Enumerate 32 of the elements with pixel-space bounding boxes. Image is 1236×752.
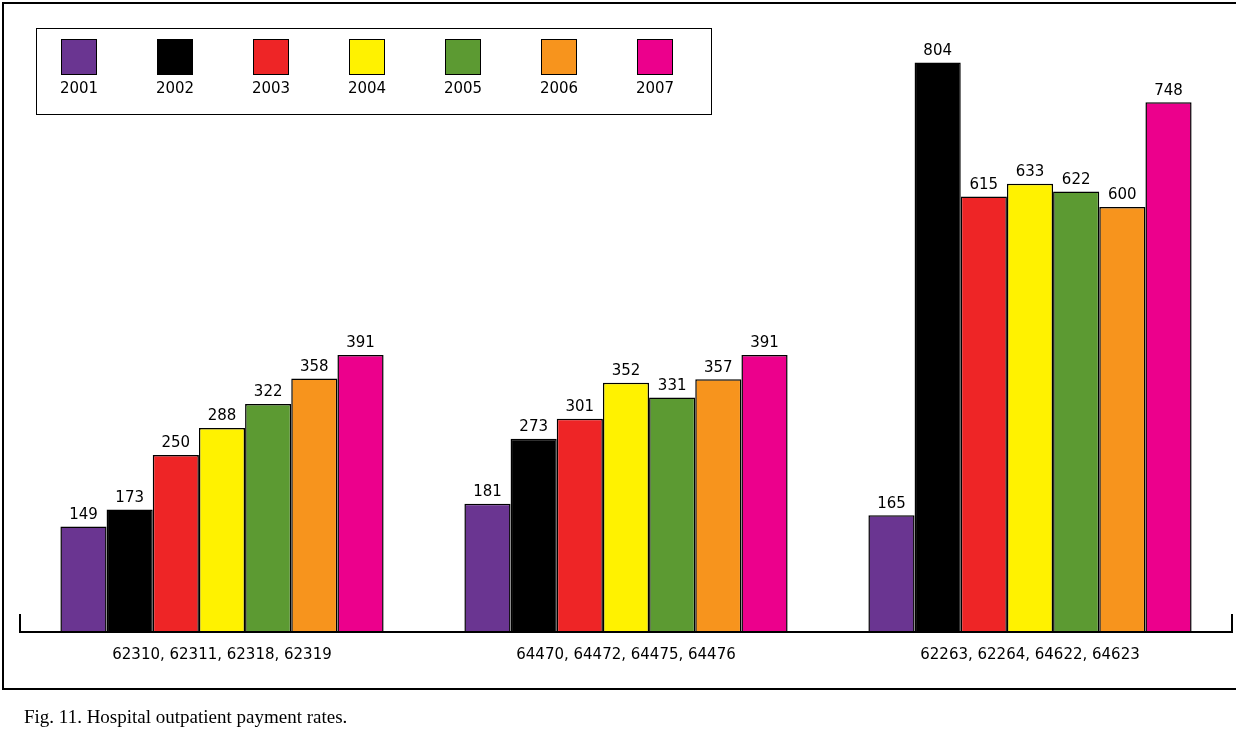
data-label: 301	[565, 397, 595, 416]
data-label: 165	[877, 493, 906, 512]
data-label: 322	[253, 382, 283, 401]
caption: Fig. 11. Hospital outpatient payment rates.	[24, 706, 348, 728]
data-label: 288	[207, 406, 237, 425]
legend-label: 2006	[539, 79, 579, 97]
data-label: 357	[704, 357, 733, 376]
data-label: 250	[161, 433, 191, 452]
data-label: 391	[750, 333, 779, 352]
legend-label: 2002	[155, 79, 195, 97]
data-label: 331	[657, 375, 687, 394]
data-label: 600	[1108, 185, 1137, 204]
x-tick-label: 62263, 62264, 64622, 64623	[920, 644, 1140, 663]
data-label: 804	[923, 40, 952, 59]
legend-label: 2005	[443, 79, 483, 97]
data-label: 358	[300, 356, 329, 375]
data-label: 748	[1154, 80, 1183, 99]
data-label: 615	[969, 174, 999, 193]
data-label: 352	[611, 361, 641, 380]
legend-label: 2007	[635, 79, 675, 97]
legend-label: 2004	[347, 79, 387, 97]
x-tick-label: 64470, 64472, 64475, 64476	[516, 644, 736, 663]
data-label: 181	[473, 482, 502, 501]
data-label: 173	[115, 487, 144, 506]
data-label: 391	[346, 333, 375, 352]
data-label: 273	[519, 417, 548, 436]
data-label: 633	[1015, 162, 1045, 181]
legend-label: 2001	[59, 79, 99, 97]
data-label: 622	[1061, 169, 1091, 188]
data-label: 149	[69, 504, 98, 523]
legend-label: 2003	[251, 79, 291, 97]
x-tick-label: 62310, 62311, 62318, 62319	[112, 644, 332, 663]
